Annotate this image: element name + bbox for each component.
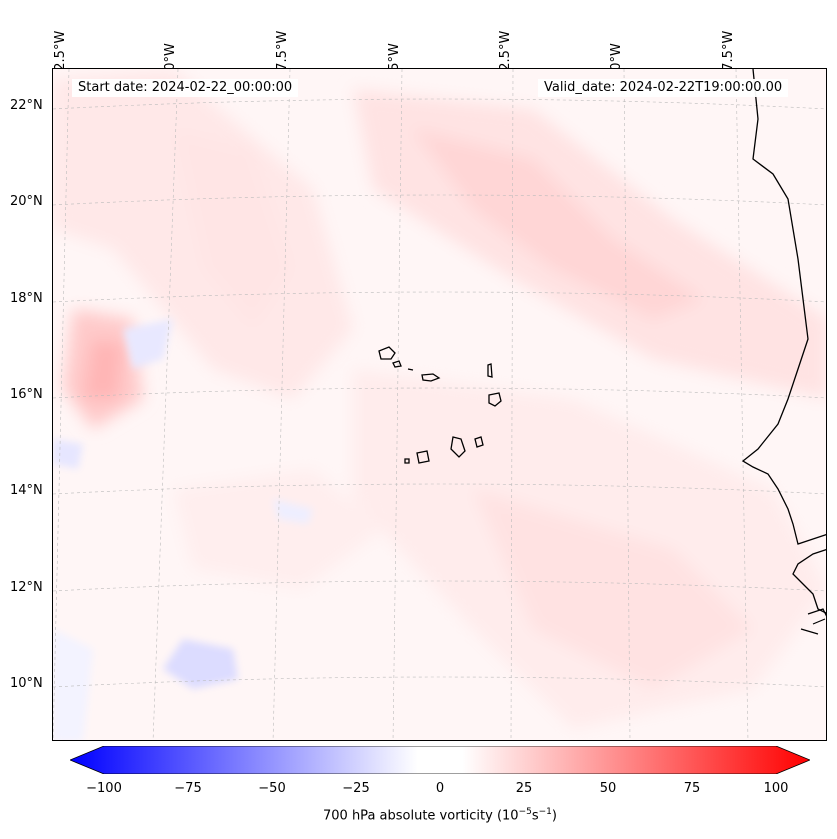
lat-label-14n: 14°N [10,483,43,498]
cape-verde-islands [378,346,502,464]
colorbar [70,746,810,774]
colorbar-tick-neg50: −50 [258,781,286,796]
africa-coastline-south [792,548,826,614]
colorbar-tick-neg25: −25 [342,781,370,796]
lat-label-20n: 20°N [10,194,43,209]
lat-label-16n: 16°N [10,387,43,402]
start-date-label: Start date: 2024-02-22_00:00:00 [72,79,299,97]
colorbar-label-exp1: −5 [518,807,532,817]
colorbar-label-end: ) [551,808,557,824]
colorbar-label-exp2: −1 [538,807,552,817]
map-canvas [53,69,826,740]
colorbar-bar [70,746,810,774]
colorbar-tick-0: 0 [435,781,445,796]
colorbar-label: 700 hPa absolute vorticity (10−5s−1) [0,807,837,823]
lat-label-12n: 12°N [10,580,43,595]
colorbar-tick-100: 100 [763,781,789,796]
lat-label-10n: 10°N [10,676,43,691]
colorbar-label-text: 700 hPa absolute vorticity (10 [323,808,519,824]
colorbar-tick-25: 25 [515,781,533,796]
colorbar-label-unit: s [531,808,539,824]
africa-coastline [741,69,826,545]
lat-label-18n: 18°N [10,291,43,306]
lat-label-22n: 22°N [10,98,43,113]
vorticity-field-negative [53,319,313,740]
bissau-islands [800,608,826,635]
valid-date-label: Valid_date: 2024-02-22T19:00:00.00 [538,79,789,97]
vorticity-map [52,68,827,741]
colorbar-tick-neg100: −100 [86,781,122,796]
vorticity-field-positive [53,69,826,729]
graticule [53,69,826,740]
colorbar-tick-75: 75 [683,781,701,796]
colorbar-tick-neg75: −75 [174,781,202,796]
colorbar-tick-50: 50 [599,781,617,796]
